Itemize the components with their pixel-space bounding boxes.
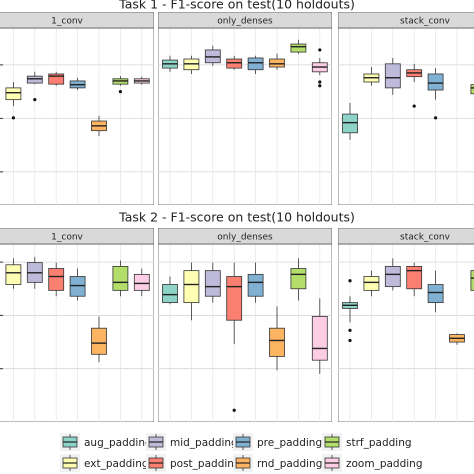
box: [290, 268, 307, 290]
box: [247, 273, 264, 297]
outlier: [318, 48, 322, 52]
panel-background: [0, 243, 154, 422]
outlier: [348, 279, 352, 283]
strip-label: 1_conv: [51, 17, 83, 27]
outlier: [11, 116, 15, 120]
panel: 1_conv: [0, 12, 154, 205]
box: [91, 327, 107, 355]
legend-label: rnd_padding: [257, 458, 322, 470]
box: [269, 58, 285, 68]
box: [470, 270, 474, 291]
panel-background: [338, 243, 474, 422]
box: [5, 264, 22, 285]
box: [133, 273, 150, 291]
strip: [338, 228, 474, 245]
strip: [338, 12, 474, 29]
panel: only_denses: [158, 12, 332, 205]
strip: [158, 12, 332, 29]
legend-label: aug_padding: [84, 437, 152, 449]
outlier: [33, 98, 37, 102]
outlier: [434, 116, 438, 120]
panel: stack_conv: [338, 228, 474, 422]
box: [247, 57, 264, 71]
strip-label: stack_conv: [400, 233, 451, 243]
box: [384, 63, 401, 89]
box: [406, 265, 423, 290]
legend-label: post_padding: [170, 458, 241, 470]
box: [226, 58, 243, 69]
outlier: [348, 338, 352, 343]
outlier: [318, 80, 322, 84]
outlier: [232, 408, 236, 412]
box: [290, 43, 307, 53]
box: [69, 276, 86, 297]
strip-label: stack_conv: [400, 17, 451, 27]
box: [311, 316, 328, 361]
outlier: [412, 104, 416, 108]
box: [427, 73, 444, 91]
box: [204, 270, 221, 297]
box: [5, 87, 22, 101]
panel-background: [338, 27, 474, 205]
panel: 1_conv: [0, 228, 154, 422]
strip-label: 1_conv: [51, 233, 83, 243]
box: [48, 268, 65, 291]
chart-title: Task 2 - F1-score on test(10 holdouts): [118, 210, 355, 225]
panel-background: [158, 27, 332, 205]
panel: only_denses: [158, 228, 332, 422]
box: [226, 276, 243, 321]
legend-label: zoom_padding: [346, 458, 423, 470]
box: [269, 327, 285, 357]
box: [183, 270, 200, 304]
box: [26, 75, 43, 84]
outlier: [348, 328, 352, 332]
legend-label: pre_padding: [257, 437, 322, 449]
box: [48, 73, 65, 85]
strip-label: only_denses: [217, 233, 273, 243]
box: [427, 284, 444, 304]
strip: [0, 228, 154, 245]
outlier: [118, 90, 122, 94]
outlier: [318, 84, 322, 88]
box: [384, 265, 401, 288]
strip: [0, 12, 154, 29]
strip: [158, 228, 332, 245]
strip-label: only_denses: [217, 17, 273, 27]
panel: stack_conv: [338, 12, 474, 205]
legend-label: strf_padding: [346, 437, 412, 449]
box: [470, 84, 474, 95]
legend-label: ext_padding: [84, 458, 149, 470]
box: [162, 284, 178, 304]
box: [363, 276, 380, 291]
box: [342, 113, 358, 134]
legend-label: mid_padding: [170, 437, 238, 449]
panel-background: [0, 27, 154, 205]
chart-title: Task 1 - F1-score on test(10 holdouts): [118, 0, 355, 12]
box: [112, 265, 129, 291]
